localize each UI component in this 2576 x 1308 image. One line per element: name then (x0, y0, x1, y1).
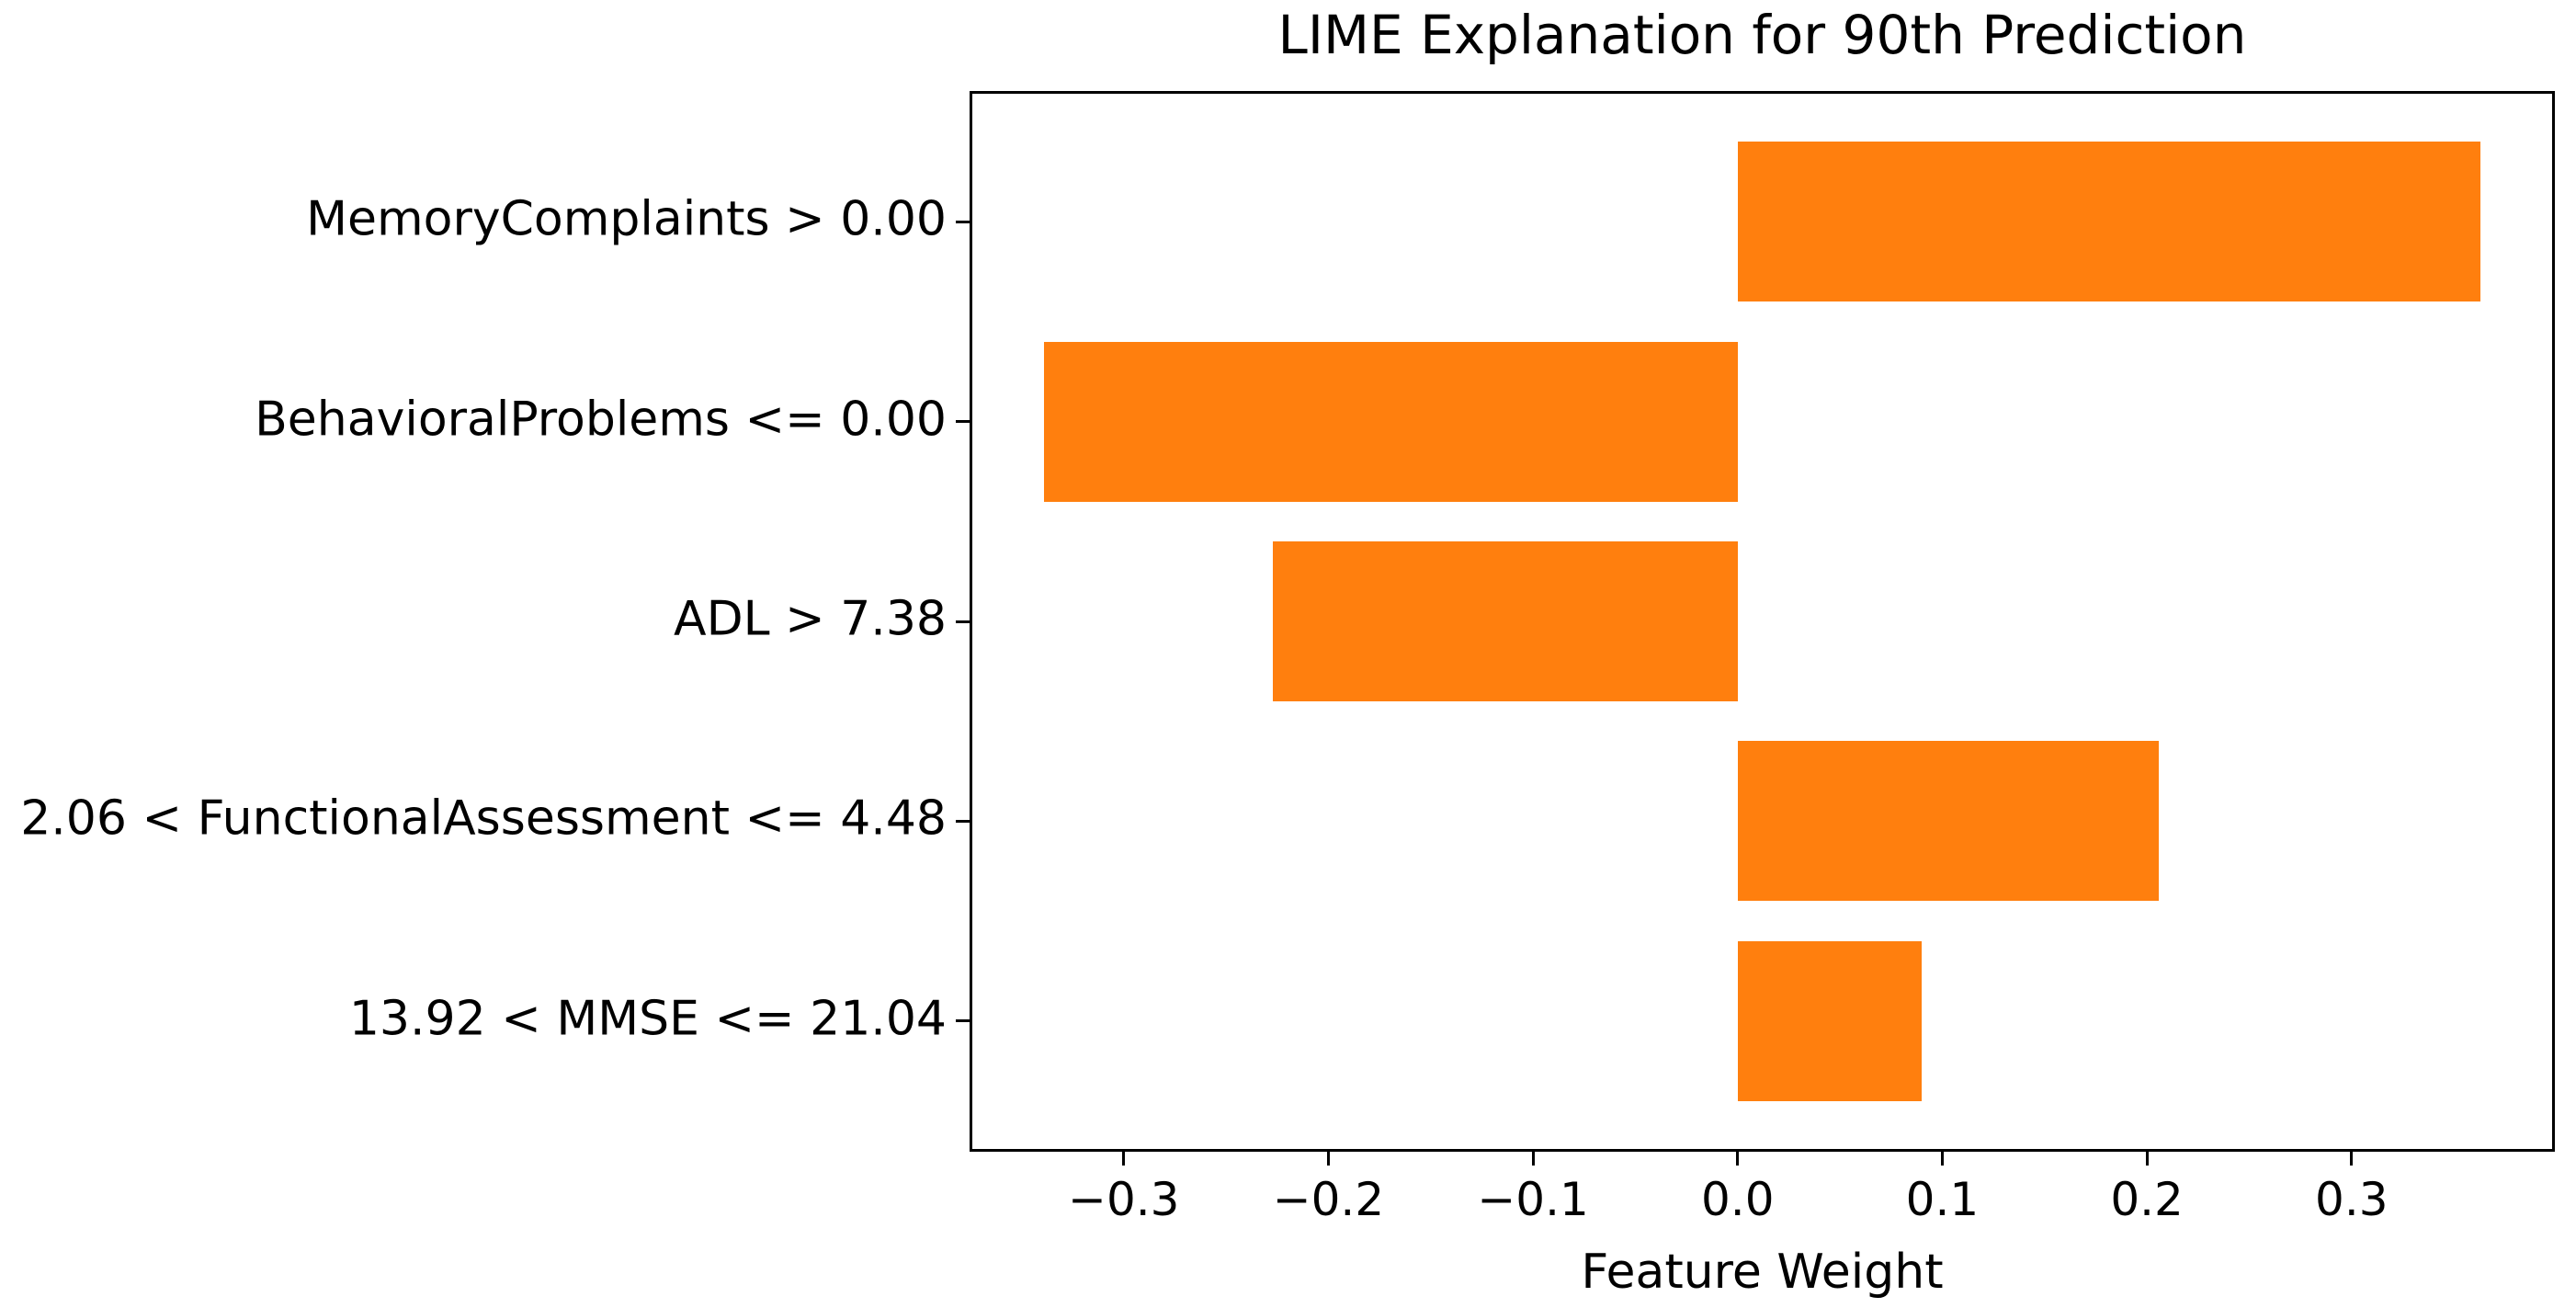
y-axis-tick (956, 1019, 970, 1023)
x-axis-tick-label: 0.2 (2110, 1173, 2184, 1226)
plot-area (970, 91, 2555, 1152)
x-axis-tick (1326, 1152, 1330, 1166)
x-axis-tick-label: −0.3 (1068, 1173, 1180, 1226)
y-axis-tick (956, 220, 970, 223)
x-axis-tick (2145, 1152, 2149, 1166)
y-axis-label: 2.06 < FunctionalAssessment <= 4.48 (20, 791, 947, 847)
x-axis-label: Feature Weight (1581, 1245, 1944, 1300)
x-axis-tick-label: 0.3 (2315, 1173, 2389, 1226)
y-axis-label: MemoryComplaints > 0.00 (306, 191, 947, 247)
bar (1043, 341, 1738, 502)
x-axis-tick-label: 0.0 (1701, 1173, 1775, 1226)
x-axis-tick-label: 0.1 (1905, 1173, 1980, 1226)
x-axis-tick (1940, 1152, 1944, 1166)
y-axis-tick (956, 620, 970, 623)
bar (1737, 741, 2160, 902)
x-axis-tick (2350, 1152, 2354, 1166)
y-axis-tick (956, 420, 970, 424)
x-axis-tick (1736, 1152, 1740, 1166)
x-axis-tick (1531, 1152, 1535, 1166)
bar (1273, 541, 1738, 701)
x-axis-tick (1122, 1152, 1126, 1166)
y-axis-tick (956, 819, 970, 823)
x-axis-tick-label: −0.2 (1272, 1173, 1385, 1226)
y-axis-label: BehavioralProblems <= 0.00 (255, 392, 947, 448)
x-axis-tick-label: −0.1 (1477, 1173, 1589, 1226)
bar (1737, 142, 2481, 302)
chart-title: LIME Explanation for 90th Prediction (1277, 4, 2247, 66)
y-axis-label: 13.92 < MMSE <= 21.04 (348, 991, 947, 1047)
y-axis-label: ADL > 7.38 (674, 591, 947, 647)
bar (1737, 940, 1923, 1101)
